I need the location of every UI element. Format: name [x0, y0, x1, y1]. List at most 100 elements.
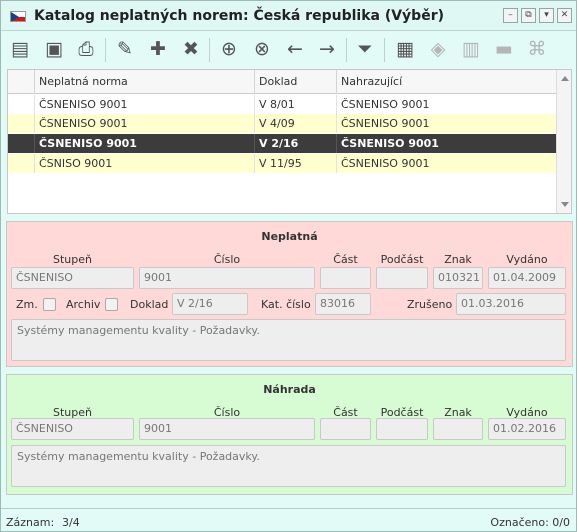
- zaznam-value: 3/4: [62, 516, 80, 529]
- table-row[interactable]: ČSNISO 9001 V 11/95 ČSNENISO 9001: [8, 154, 556, 173]
- column-header-norma[interactable]: Neplatná norma: [34, 70, 254, 94]
- find-icon[interactable]: ⊕: [221, 38, 237, 60]
- close-button[interactable]: ✕: [557, 8, 572, 23]
- grid-scrollbar[interactable]: [556, 70, 571, 213]
- zruseno-label: Zrušeno: [407, 298, 453, 311]
- toolbar-separator: [105, 38, 106, 62]
- czech-flag-icon: [10, 11, 26, 22]
- znak-label: Znak: [444, 253, 472, 266]
- row-indicator: [8, 134, 34, 153]
- cell-doklad: V 11/95: [254, 154, 336, 173]
- toolbar-separator: [384, 38, 385, 62]
- podcast-field[interactable]: [376, 418, 428, 440]
- monitor-icon[interactable]: ▣: [45, 38, 63, 60]
- pdf-icon[interactable]: ⌘: [527, 38, 547, 60]
- cast-label: Část: [333, 253, 358, 266]
- stamp-icon[interactable]: ▦: [396, 38, 414, 60]
- vydano-label: Vydáno: [506, 253, 548, 266]
- zaznam-label: Záznam:: [6, 516, 55, 529]
- column-header-doklad[interactable]: Doklad: [254, 70, 336, 94]
- cell-nahrazujici: ČSNENISO 9001: [336, 95, 556, 114]
- zm-checkbox[interactable]: [43, 298, 56, 311]
- delete-icon[interactable]: ✖: [183, 38, 199, 60]
- neplatna-panel: Neplatná Stupeň Číslo Část Podčást Znak …: [6, 221, 573, 367]
- cislo-field[interactable]: 9001: [139, 267, 315, 289]
- cell-doklad: V 8/01: [254, 95, 336, 114]
- vydano-field[interactable]: 01.04.2009: [488, 267, 566, 289]
- cast-label: Část: [333, 406, 358, 419]
- table-row[interactable]: ČSNENISO 9001 V 4/09 ČSNENISO 9001: [8, 114, 556, 133]
- edit-icon[interactable]: ✎: [117, 38, 133, 60]
- row-indicator: [8, 95, 34, 114]
- oznaceno-value: Označeno: 0/0: [490, 516, 570, 529]
- find-clear-icon[interactable]: ⊗: [254, 38, 270, 60]
- add-icon[interactable]: ✚: [150, 38, 166, 60]
- kat-cislo-field[interactable]: 83016: [315, 293, 371, 315]
- print-icon[interactable]: ⎙: [78, 38, 94, 60]
- row-indicator: [8, 114, 34, 133]
- forward-icon[interactable]: →: [319, 38, 335, 60]
- cell-norma: ČSNENISO 9001: [34, 95, 254, 114]
- minimize-button[interactable]: –: [503, 8, 518, 23]
- podcast-field[interactable]: [376, 267, 428, 289]
- cell-norma: ČSNISO 9001: [34, 154, 254, 173]
- stupen-field[interactable]: ČSNENISO: [11, 267, 134, 289]
- kat-cislo-label: Kat. číslo: [261, 298, 311, 311]
- vydano-label: Vydáno: [506, 406, 548, 419]
- archiv-checkbox[interactable]: [105, 298, 118, 311]
- cast-field[interactable]: [320, 267, 371, 289]
- table-row-selected[interactable]: ČSNENISO 9001 V 2/16 ČSNENISO 9001: [8, 134, 556, 153]
- nazev-textarea[interactable]: Systémy managementu kvality - Požadavky.: [11, 319, 566, 361]
- row-indicator: [8, 154, 34, 173]
- stupen-field[interactable]: ČSNENISO: [11, 418, 134, 440]
- row-indicator-header: [8, 70, 34, 94]
- nahrada-panel: Náhrada Stupeň Číslo Část Podčást Znak V…: [6, 374, 573, 495]
- popout-button[interactable]: ⧉: [521, 8, 536, 23]
- neplatna-title: Neplatná: [261, 230, 318, 243]
- cislo-label: Číslo: [213, 253, 241, 266]
- archiv-label: Archiv: [66, 298, 101, 311]
- table-row[interactable]: ČSNENISO 9001 V 8/01 ČSNENISO 9001: [8, 95, 556, 114]
- window-title: Katalog neplatných norem: Česká republik…: [34, 8, 444, 24]
- zm-label: Zm.: [16, 298, 38, 311]
- cell-norma: ČSNENISO 9001: [34, 134, 254, 153]
- cislo-label: Číslo: [213, 406, 241, 419]
- filter-icon[interactable]: ⏷: [357, 38, 373, 60]
- cell-doklad: V 4/09: [254, 114, 336, 133]
- podcast-label: Podčást: [380, 253, 424, 266]
- export-icon[interactable]: ◈: [430, 38, 446, 60]
- stupen-label: Stupeň: [53, 406, 92, 419]
- doklad-label: Doklad: [130, 298, 169, 311]
- cislo-field[interactable]: 9001: [139, 418, 315, 440]
- folder-icon[interactable]: ▬: [495, 38, 513, 60]
- stupen-label: Stupeň: [53, 253, 92, 266]
- podcast-label: Podčást: [380, 406, 424, 419]
- nazev-textarea[interactable]: Systémy managementu kvality - Požadavky.: [11, 445, 566, 487]
- archive-icon[interactable]: ▥: [462, 38, 480, 60]
- vydano-field[interactable]: 01.02.2016: [488, 418, 566, 440]
- zruseno-field[interactable]: 01.03.2016: [456, 293, 566, 315]
- toolbar-separator: [209, 38, 210, 62]
- znak-label: Znak: [444, 406, 472, 419]
- cast-field[interactable]: [320, 418, 371, 440]
- window-menu-button[interactable]: ▾: [539, 8, 554, 23]
- scroll-down-icon[interactable]: [561, 202, 569, 207]
- nahrada-title: Náhrada: [263, 383, 316, 396]
- cell-nahrazujici: ČSNENISO 9001: [336, 154, 556, 173]
- scroll-up-icon[interactable]: [561, 76, 569, 81]
- status-bar: Záznam: 3/4 Označeno: 0/0: [1, 508, 576, 532]
- cell-nahrazujici: ČSNENISO 9001: [336, 114, 556, 133]
- norms-grid: Neplatná norma Doklad Nahrazující ČSNENI…: [7, 69, 572, 214]
- cell-doklad: V 2/16: [254, 134, 336, 153]
- window-icon[interactable]: ▤: [11, 38, 29, 60]
- cell-nahrazujici: ČSNENISO 9001: [336, 134, 556, 153]
- grid-header: Neplatná norma Doklad Nahrazující: [8, 70, 556, 94]
- toolbar-separator: [346, 38, 347, 62]
- znak-field[interactable]: 010321: [433, 267, 483, 289]
- back-icon[interactable]: ←: [287, 38, 303, 60]
- znak-field[interactable]: [433, 418, 483, 440]
- column-header-nahrazujici[interactable]: Nahrazující: [336, 70, 556, 94]
- doklad-field[interactable]: V 2/16: [172, 293, 248, 315]
- cell-norma: ČSNENISO 9001: [34, 114, 254, 133]
